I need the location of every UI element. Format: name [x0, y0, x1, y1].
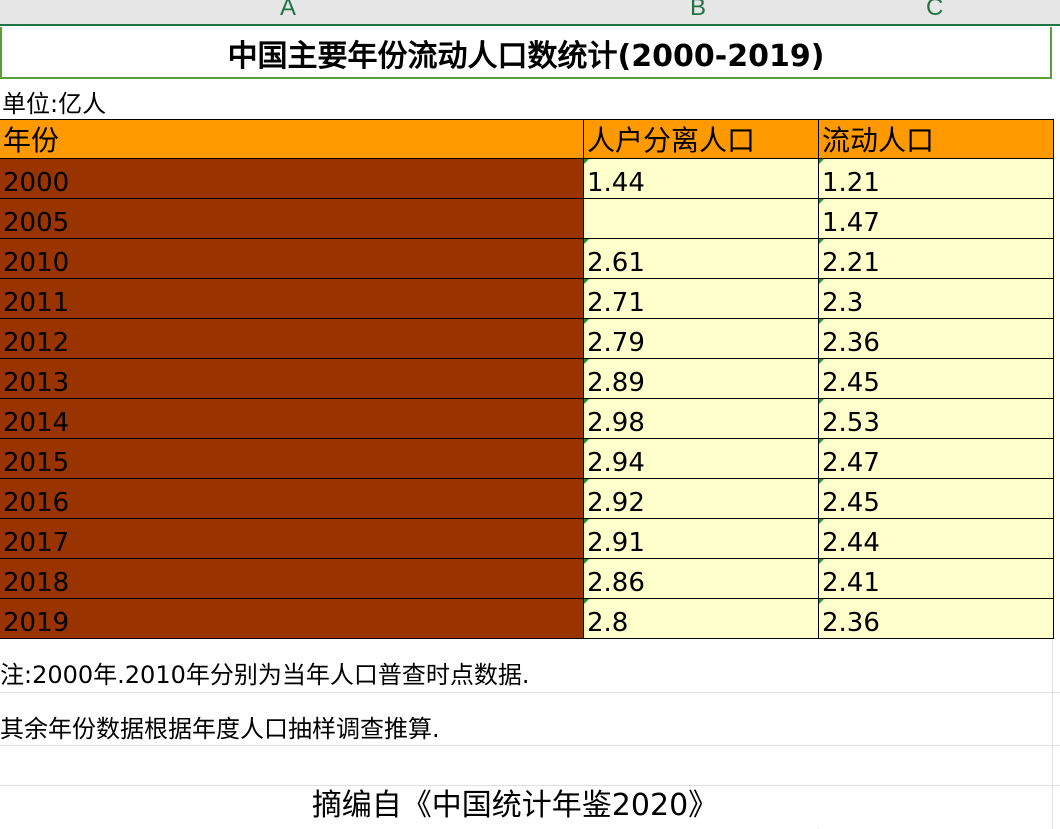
note-line-1[interactable]: 注:2000年.2010年分别为当年人口普查时点数据.: [0, 661, 530, 689]
table-row: 2017 2.91 2.44: [0, 519, 1054, 559]
floating-population-cell[interactable]: 2.45: [819, 479, 1054, 519]
floating-population-cell[interactable]: 2.53: [819, 399, 1054, 439]
header-floating-population[interactable]: 流动人口: [819, 119, 1054, 159]
separated-population-cell[interactable]: [584, 199, 819, 239]
title-cell[interactable]: 中国主要年份流动人口数统计(2000-2019): [0, 27, 1052, 79]
floating-population-cell[interactable]: 2.36: [819, 599, 1054, 639]
table-row: 2005 1.47: [0, 199, 1054, 239]
table-row: 2014 2.98 2.53: [0, 399, 1054, 439]
column-header-c[interactable]: C: [926, 0, 944, 21]
floating-population-cell[interactable]: 2.45: [819, 359, 1054, 399]
header-year[interactable]: 年份: [0, 119, 584, 159]
source-citation[interactable]: 摘编自《中国统计年鉴2020》: [311, 788, 719, 823]
separated-population-cell[interactable]: 2.98: [584, 399, 819, 439]
separated-population-cell[interactable]: 2.94: [584, 439, 819, 479]
table-row: 2000 1.44 1.21: [0, 159, 1054, 199]
separated-population-cell[interactable]: 2.79: [584, 319, 819, 359]
separated-population-cell[interactable]: 2.92: [584, 479, 819, 519]
year-cell[interactable]: 2010: [0, 239, 584, 279]
table-row: 2011 2.71 2.3: [0, 279, 1054, 319]
separated-population-cell[interactable]: 2.89: [584, 359, 819, 399]
separated-population-cell[interactable]: 2.86: [584, 559, 819, 599]
floating-population-cell[interactable]: 2.47: [819, 439, 1054, 479]
year-cell[interactable]: 2011: [0, 279, 584, 319]
floating-population-cell[interactable]: 1.47: [819, 199, 1054, 239]
separated-population-cell[interactable]: 2.91: [584, 519, 819, 559]
table-row: 2010 2.61 2.21: [0, 239, 1054, 279]
year-cell[interactable]: 2019: [0, 599, 584, 639]
table-row: 2016 2.92 2.45: [0, 479, 1054, 519]
floating-population-cell[interactable]: 2.3: [819, 279, 1054, 319]
table-row: 2013 2.89 2.45: [0, 359, 1054, 399]
table-row: 2015 2.94 2.47: [0, 439, 1054, 479]
year-cell[interactable]: 2013: [0, 359, 584, 399]
floating-population-cell[interactable]: 2.44: [819, 519, 1054, 559]
year-cell[interactable]: 2014: [0, 399, 584, 439]
table-row: 2019 2.8 2.36: [0, 599, 1054, 639]
separated-population-cell[interactable]: 2.61: [584, 239, 819, 279]
column-gridline: [1052, 640, 1053, 829]
year-cell[interactable]: 2005: [0, 199, 584, 239]
column-header-b[interactable]: B: [690, 0, 707, 21]
year-cell[interactable]: 2000: [0, 159, 584, 199]
unit-label[interactable]: 单位:亿人: [2, 90, 107, 118]
year-cell[interactable]: 2015: [0, 439, 584, 479]
floating-population-cell[interactable]: 2.21: [819, 239, 1054, 279]
table-row: 2012 2.79 2.36: [0, 319, 1054, 359]
year-cell[interactable]: 2018: [0, 559, 584, 599]
table-row: 2018 2.86 2.41: [0, 559, 1054, 599]
floating-population-cell[interactable]: 2.41: [819, 559, 1054, 599]
year-cell[interactable]: 2016: [0, 479, 584, 519]
separated-population-cell[interactable]: 2.8: [584, 599, 819, 639]
floating-population-cell[interactable]: 2.36: [819, 319, 1054, 359]
header-separated-population[interactable]: 人户分离人口: [584, 119, 819, 159]
year-cell[interactable]: 2012: [0, 319, 584, 359]
row-gridline: [0, 692, 1060, 693]
table-header-row: 年份 人户分离人口 流动人口: [0, 119, 1054, 159]
column-header-a[interactable]: A: [280, 0, 297, 21]
row-gridline: [0, 745, 1060, 746]
note-line-2[interactable]: 其余年份数据根据年度人口抽样调查推算.: [0, 715, 440, 743]
row-gridline: [0, 785, 1060, 786]
separated-population-cell[interactable]: 2.71: [584, 279, 819, 319]
year-cell[interactable]: 2017: [0, 519, 584, 559]
column-header-bar: A B C: [0, 0, 1060, 26]
floating-population-cell[interactable]: 1.21: [819, 159, 1054, 199]
separated-population-cell[interactable]: 1.44: [584, 159, 819, 199]
